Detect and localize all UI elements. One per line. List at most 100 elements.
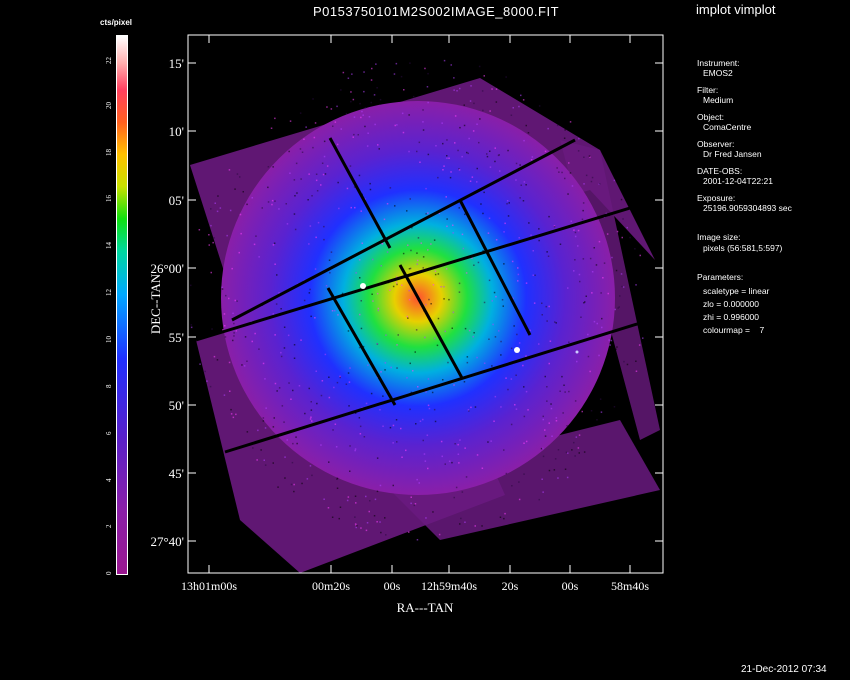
y-tick-label: 26°00' (150, 261, 184, 276)
noise-speck (384, 369, 386, 371)
noise-speck (443, 59, 446, 62)
noise-speck (234, 188, 236, 190)
noise-speck (573, 229, 575, 231)
noise-speck (574, 400, 577, 402)
noise-speck (553, 225, 556, 227)
noise-speck (488, 217, 491, 219)
noise-speck (306, 478, 309, 480)
noise-speck (425, 303, 427, 306)
noise-speck (373, 94, 376, 96)
noise-speck (410, 391, 413, 394)
image-size-label: Image size: (697, 232, 741, 242)
noise-speck (338, 207, 340, 210)
noise-speck (233, 335, 235, 337)
x-tick-label: 12h59m40s (421, 579, 477, 593)
noise-speck (308, 292, 311, 294)
noise-speck (427, 212, 429, 214)
noise-speck (569, 172, 572, 174)
noise-speck (320, 394, 323, 397)
noise-speck (476, 454, 479, 456)
noise-speck (452, 224, 454, 226)
noise-speck (510, 378, 513, 380)
noise-speck (602, 277, 604, 279)
noise-speck (555, 420, 558, 422)
noise-speck (611, 256, 613, 259)
noise-speck (372, 300, 374, 302)
noise-speck (432, 511, 434, 513)
noise-speck (347, 77, 350, 79)
noise-speck (599, 183, 601, 185)
noise-speck (380, 265, 382, 267)
noise-speck (491, 365, 493, 367)
noise-speck (516, 98, 519, 100)
noise-speck (457, 149, 459, 152)
noise-speck (376, 292, 379, 295)
noise-speck (235, 413, 237, 416)
noise-speck (401, 112, 404, 115)
noise-speck (542, 491, 544, 493)
noise-speck (453, 496, 455, 499)
y-tick-label: 10' (169, 124, 184, 139)
noise-speck (209, 325, 211, 327)
noise-speck (232, 339, 234, 342)
noise-speck (574, 455, 576, 457)
noise-speck (590, 180, 593, 183)
noise-speck (443, 298, 445, 300)
noise-speck (546, 400, 548, 402)
noise-speck (323, 225, 325, 228)
noise-speck (412, 95, 415, 98)
noise-speck (264, 464, 267, 466)
noise-speck (301, 151, 304, 153)
noise-speck (472, 130, 475, 132)
noise-speck (492, 323, 494, 326)
noise-speck (523, 181, 526, 183)
noise-speck (230, 408, 232, 411)
noise-speck (591, 292, 593, 294)
noise-speck (542, 447, 544, 450)
noise-speck (409, 198, 411, 200)
noise-speck (242, 191, 244, 193)
noise-speck (265, 407, 267, 409)
noise-speck (359, 425, 362, 428)
noise-speck (442, 379, 444, 381)
noise-speck (614, 308, 616, 311)
noise-speck (454, 142, 456, 144)
noise-speck (353, 186, 356, 188)
noise-speck (369, 182, 371, 185)
noise-speck (285, 110, 288, 113)
noise-speck (500, 340, 502, 343)
noise-speck (309, 418, 312, 420)
noise-speck (416, 539, 419, 541)
noise-speck (426, 86, 429, 88)
noise-speck (545, 305, 547, 308)
noise-speck (233, 322, 235, 325)
noise-speck (556, 124, 559, 127)
noise-speck (373, 515, 376, 517)
noise-speck (311, 474, 313, 477)
noise-speck (494, 336, 497, 338)
noise-speck (471, 176, 474, 178)
noise-speck (365, 99, 367, 102)
noise-speck (293, 179, 296, 181)
noise-speck (277, 486, 279, 488)
noise-speck (642, 337, 644, 339)
noise-speck (616, 230, 619, 233)
noise-speck (221, 286, 223, 289)
noise-speck (471, 257, 473, 259)
noise-speck (281, 405, 284, 407)
noise-speck (427, 101, 429, 104)
noise-speck (422, 267, 424, 269)
noise-speck (589, 156, 591, 158)
colorbar-tick: 14 (105, 242, 113, 250)
noise-speck (523, 415, 526, 418)
noise-speck (593, 320, 596, 323)
noise-speck (463, 104, 465, 106)
noise-speck (365, 495, 367, 498)
noise-speck (601, 326, 603, 329)
noise-speck (295, 436, 297, 438)
noise-speck (370, 392, 373, 395)
noise-speck (336, 143, 339, 146)
noise-speck (561, 375, 563, 378)
noise-speck (518, 498, 521, 501)
noise-speck (638, 344, 641, 346)
